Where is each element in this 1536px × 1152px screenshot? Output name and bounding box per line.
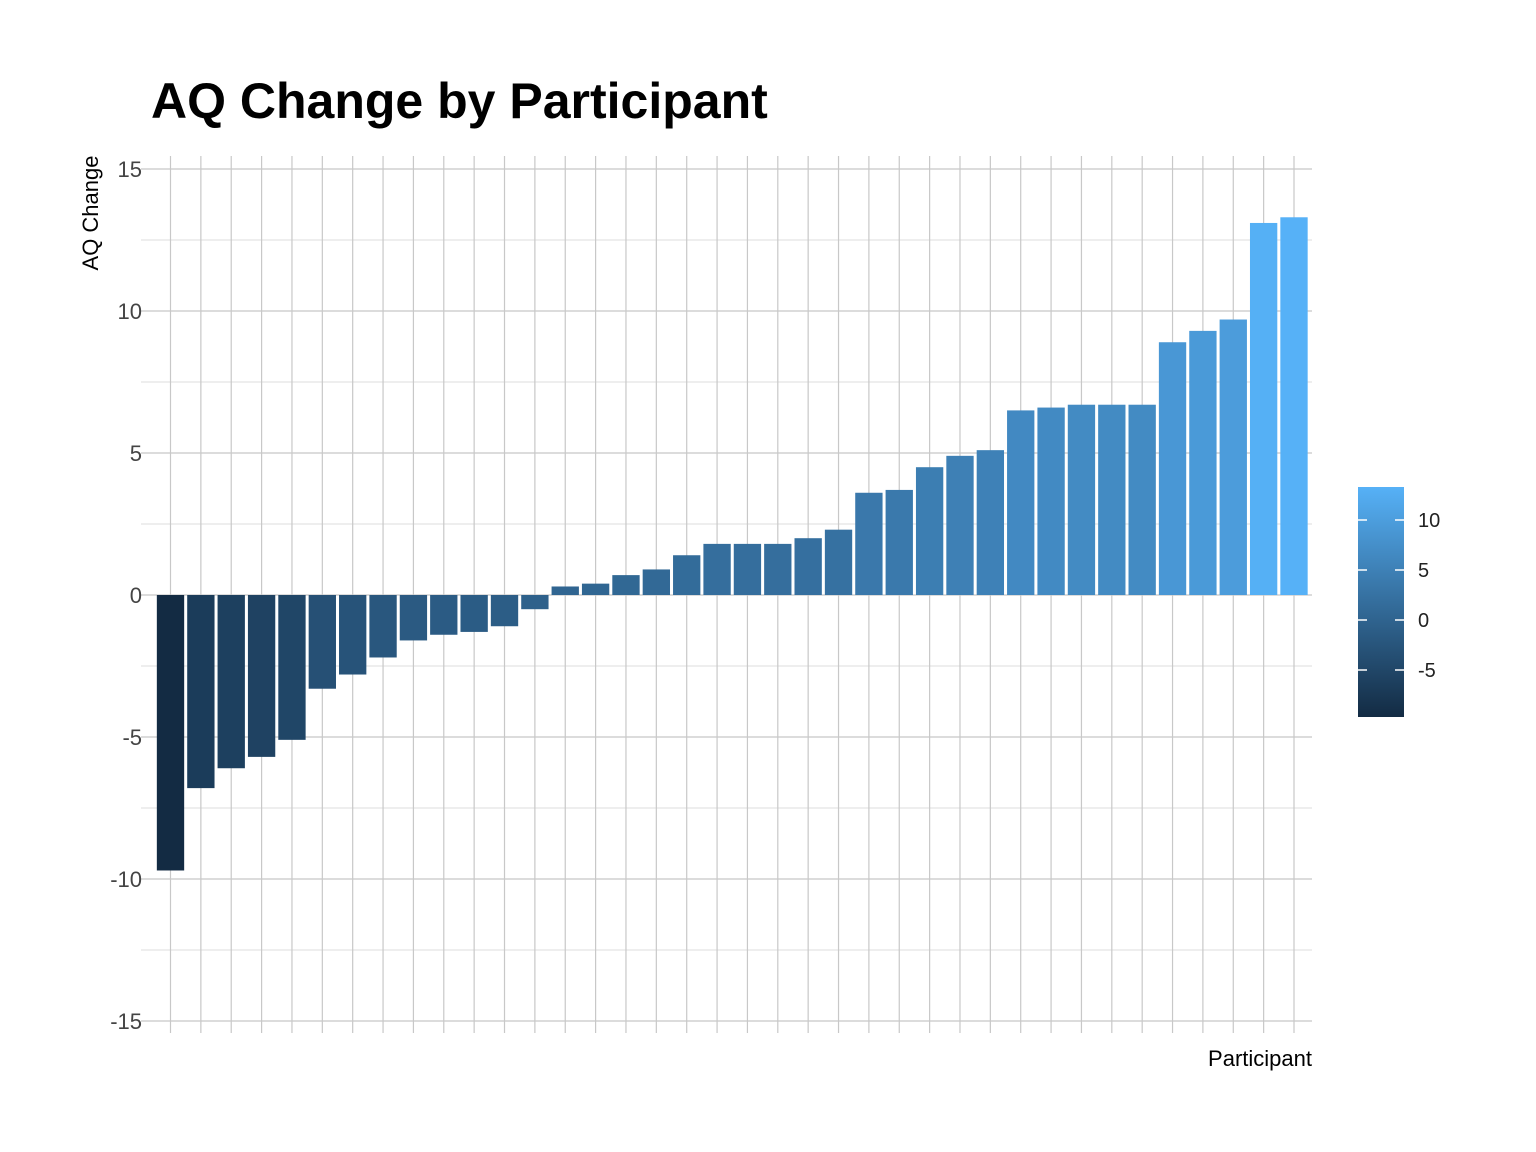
bar bbox=[1249, 222, 1278, 595]
bar bbox=[430, 595, 458, 635]
bar bbox=[1007, 410, 1035, 595]
bar-series bbox=[156, 217, 1308, 871]
bar bbox=[1098, 404, 1126, 595]
chart-title: AQ Change by Participant bbox=[151, 73, 768, 129]
bar bbox=[490, 595, 519, 627]
bar bbox=[1280, 217, 1308, 595]
y-tick-label: 10 bbox=[118, 299, 142, 324]
bar bbox=[1067, 404, 1096, 595]
bar bbox=[794, 538, 822, 595]
bar bbox=[1128, 404, 1156, 595]
bar bbox=[1037, 407, 1065, 595]
bar bbox=[187, 595, 215, 789]
y-axis-title: AQ Change bbox=[78, 156, 103, 271]
legend-tick-label: 5 bbox=[1418, 560, 1429, 582]
bar bbox=[855, 492, 883, 595]
bar bbox=[976, 450, 1005, 595]
bar bbox=[764, 543, 792, 595]
bar bbox=[885, 489, 913, 595]
bar bbox=[824, 529, 853, 595]
color-legend: 10 5 0 -5 bbox=[1358, 487, 1440, 717]
bar bbox=[369, 595, 397, 658]
legend-tick-label: 10 bbox=[1418, 510, 1440, 532]
bar bbox=[733, 543, 762, 595]
y-tick-label: 5 bbox=[130, 441, 142, 466]
bar bbox=[581, 583, 610, 595]
legend-color-bar bbox=[1358, 487, 1404, 717]
bar bbox=[521, 595, 549, 610]
bar bbox=[1158, 342, 1187, 595]
legend-tick-label: -5 bbox=[1418, 660, 1436, 682]
bar bbox=[1219, 319, 1247, 595]
bar bbox=[156, 595, 185, 871]
y-tick-label: 0 bbox=[130, 583, 142, 608]
y-tick-label: -5 bbox=[122, 725, 142, 750]
bar bbox=[642, 569, 671, 595]
legend-ticks: 10 5 0 -5 bbox=[1358, 510, 1440, 682]
bar bbox=[399, 595, 428, 641]
bar bbox=[460, 595, 488, 632]
bar bbox=[217, 595, 245, 769]
y-tick-label: -15 bbox=[110, 1009, 142, 1034]
plot-grid bbox=[141, 156, 1312, 1033]
bar bbox=[308, 595, 336, 689]
bar bbox=[946, 455, 974, 595]
bar bbox=[673, 555, 701, 595]
bar bbox=[278, 595, 306, 740]
legend-tick-label: 0 bbox=[1418, 610, 1429, 632]
y-tick-label: -10 bbox=[110, 867, 142, 892]
y-axis-tick-labels: -15 -10 -5 0 5 10 15 bbox=[110, 157, 142, 1034]
bar bbox=[247, 595, 276, 757]
bar bbox=[551, 586, 579, 595]
bar bbox=[339, 595, 367, 675]
y-tick-label: 15 bbox=[118, 157, 142, 182]
bar bbox=[612, 575, 640, 595]
x-axis-title: Participant bbox=[1208, 1046, 1312, 1071]
bar bbox=[1189, 330, 1217, 595]
bar bbox=[915, 467, 944, 595]
bar bbox=[703, 543, 731, 595]
